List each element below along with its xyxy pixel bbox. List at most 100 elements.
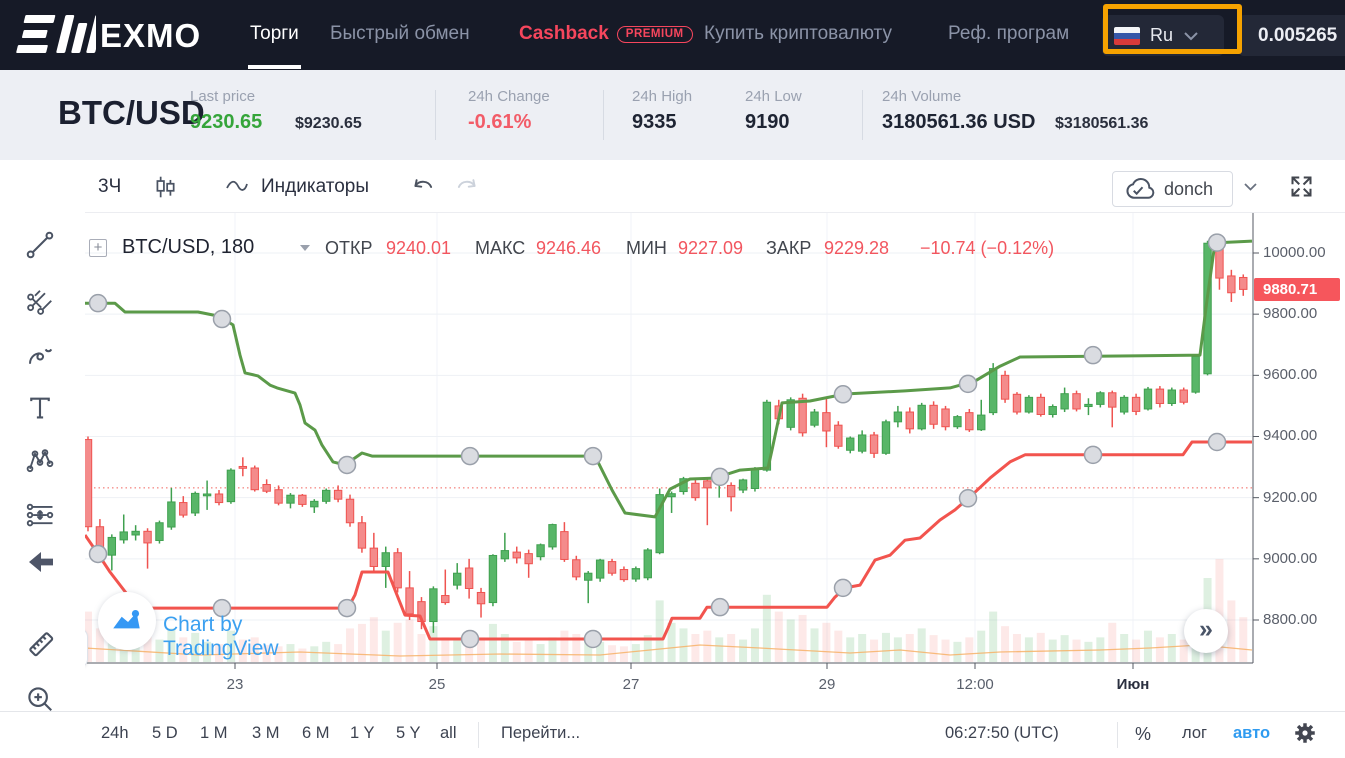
indicator-marker-dot bbox=[88, 293, 108, 313]
percent-scale-button[interactable]: % bbox=[1135, 724, 1152, 744]
volume-bar bbox=[1239, 617, 1248, 662]
legend-symbol[interactable]: BTC/USD, 180 bbox=[122, 236, 255, 258]
price-tick-label: 9400.00 bbox=[1263, 427, 1318, 445]
volume-bar bbox=[1084, 641, 1093, 662]
candle-body bbox=[1131, 396, 1141, 412]
range-button-5D[interactable]: 5 D bbox=[152, 724, 178, 742]
candle-body bbox=[453, 572, 462, 586]
volume-bar bbox=[1048, 639, 1057, 662]
nav-item-1[interactable]: Торги bbox=[248, 23, 301, 69]
scroll-to-realtime-button[interactable]: » bbox=[1184, 609, 1228, 653]
forecast-tool[interactable] bbox=[25, 500, 57, 532]
candle-body bbox=[965, 412, 974, 431]
log-scale-button[interactable]: лог bbox=[1182, 724, 1208, 742]
candle-body bbox=[1215, 242, 1224, 279]
undo-button[interactable] bbox=[408, 160, 438, 213]
balance-pill[interactable]: 0.005265 bbox=[1238, 15, 1345, 56]
price-tick-label: 9000.00 bbox=[1263, 549, 1318, 567]
undo-icon bbox=[414, 178, 433, 188]
range-button-5Y[interactable]: 5 Y bbox=[396, 724, 421, 742]
volume-bar bbox=[1060, 635, 1069, 662]
candle-body bbox=[536, 544, 545, 558]
text-tool[interactable] bbox=[25, 393, 57, 425]
goto-button[interactable]: Перейти... bbox=[501, 724, 581, 742]
volume-bar bbox=[477, 637, 486, 662]
candle-body bbox=[857, 434, 867, 452]
candle-body bbox=[85, 439, 93, 528]
range-button-6M[interactable]: 6 M bbox=[302, 724, 330, 742]
chevron-down-icon bbox=[1184, 31, 1198, 40]
candle-body bbox=[226, 469, 236, 503]
add-symbol-button[interactable]: + bbox=[89, 239, 107, 257]
chart-style-button[interactable] bbox=[152, 160, 178, 213]
trend-line-tool[interactable] bbox=[25, 230, 57, 262]
brush-tool[interactable] bbox=[25, 340, 57, 372]
indicator-dropdown-button[interactable] bbox=[1243, 160, 1258, 213]
saved-indicator-label: donch bbox=[1164, 178, 1214, 199]
volume-bar bbox=[905, 634, 914, 662]
candle-body bbox=[357, 522, 367, 549]
volume-bar bbox=[739, 639, 748, 662]
nav-item-5[interactable]: Реф. програм bbox=[948, 23, 1070, 44]
indicator-marker-dot bbox=[1083, 345, 1103, 365]
settings-button[interactable] bbox=[1292, 720, 1318, 746]
back-tool[interactable] bbox=[25, 546, 57, 578]
time-tick-label: Июн bbox=[1116, 676, 1150, 693]
indicator-marker-dot bbox=[583, 446, 603, 466]
saved-indicator-button[interactable]: donch bbox=[1112, 171, 1233, 207]
candle-body bbox=[488, 554, 498, 604]
xabcd-pattern-tool[interactable] bbox=[25, 445, 57, 477]
candle-body bbox=[679, 478, 688, 493]
candle-body bbox=[250, 467, 259, 491]
exmo-logo[interactable] bbox=[8, 13, 96, 57]
volume-bar bbox=[965, 637, 974, 662]
candle-body bbox=[750, 468, 760, 489]
range-button-1Y[interactable]: 1 Y bbox=[350, 724, 375, 742]
indicators-button[interactable]: Индикаторы bbox=[222, 160, 369, 213]
fullscreen-icon bbox=[1291, 176, 1312, 197]
auto-scale-button[interactable]: авто bbox=[1233, 724, 1271, 742]
high-label: 24h High bbox=[632, 88, 693, 105]
candle-body bbox=[417, 601, 426, 623]
nav-item-3[interactable]: Cashback PREMIUM bbox=[519, 23, 693, 45]
candle-body bbox=[619, 569, 629, 581]
zoom-in-tool[interactable] bbox=[25, 684, 57, 716]
volume-bar bbox=[977, 630, 986, 662]
candle-body bbox=[155, 522, 164, 541]
candle-body bbox=[238, 465, 248, 469]
legend-dropdown-icon[interactable] bbox=[300, 245, 310, 251]
watermark-text: Chart by TradingView bbox=[163, 613, 279, 660]
volume-bar bbox=[810, 628, 819, 662]
volume-bar bbox=[369, 617, 378, 662]
range-button-24h[interactable]: 24h bbox=[101, 724, 129, 742]
pitchfork-tool[interactable] bbox=[25, 287, 57, 319]
nav-item-4[interactable]: Купить криптовалюту bbox=[704, 23, 892, 44]
volume-bar bbox=[465, 632, 474, 662]
volume-value: 3180561.36 USD bbox=[882, 111, 1036, 133]
brand-name[interactable]: EXMO bbox=[100, 17, 202, 54]
candle-body bbox=[560, 531, 569, 560]
legend-low-value: 9227.09 bbox=[678, 238, 744, 258]
volume-bar bbox=[584, 639, 593, 662]
donchian-lower-line bbox=[85, 440, 1252, 641]
candle-body bbox=[846, 437, 855, 451]
language-selector[interactable]: Ru bbox=[1102, 15, 1224, 56]
candle-body bbox=[512, 551, 521, 559]
interval-button[interactable]: 3Ч bbox=[98, 175, 122, 197]
candle-body bbox=[333, 489, 343, 500]
volume-bar bbox=[596, 641, 605, 662]
range-button-1M[interactable]: 1 M bbox=[200, 724, 228, 742]
range-button-all[interactable]: all bbox=[440, 724, 457, 742]
time-tick-label: 27 bbox=[622, 676, 640, 693]
volume-bar bbox=[715, 637, 724, 662]
redo-button[interactable] bbox=[452, 160, 482, 213]
fullscreen-button[interactable] bbox=[1288, 160, 1315, 213]
nav-item-2[interactable]: Быстрый обмен bbox=[330, 23, 470, 44]
divider bbox=[1117, 722, 1118, 748]
range-button-3M[interactable]: 3 M bbox=[252, 724, 280, 742]
premium-badge: PREMIUM bbox=[616, 26, 693, 43]
ruler-tool[interactable] bbox=[25, 628, 57, 660]
volume-bar bbox=[679, 628, 688, 662]
volume-bar bbox=[381, 630, 390, 662]
